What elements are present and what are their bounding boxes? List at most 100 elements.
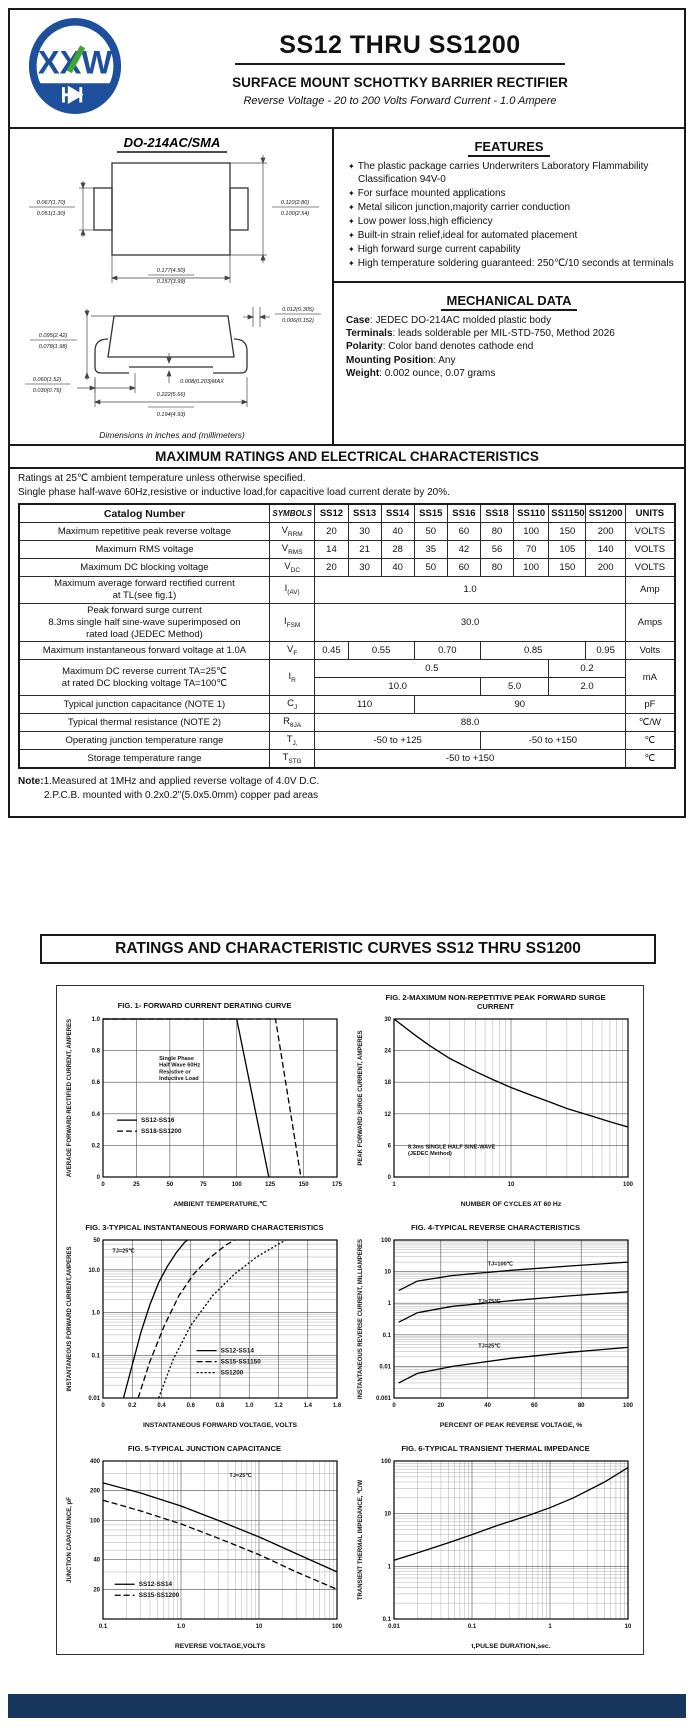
col-ss1150: SS1150 xyxy=(548,503,587,523)
dim-standoff: 0.008(0.203)MAX xyxy=(180,379,224,385)
dim-body-width-mm: 0.157(3.99) xyxy=(157,279,186,285)
cell: -50 to +150 xyxy=(479,731,626,751)
svg-text:0.6: 0.6 xyxy=(186,1403,195,1409)
cell: 0.2 xyxy=(548,659,626,679)
cell: 200 xyxy=(585,558,626,577)
cell: 56 xyxy=(479,540,515,559)
svg-text:0.01: 0.01 xyxy=(379,1365,391,1371)
list-item: ✦ Metal silicon junction,majority carrier… xyxy=(348,202,571,213)
mechanical-heading: MECHANICAL DATA xyxy=(346,293,672,311)
package-drawing-panel: DO-214AC/SMA xyxy=(10,129,332,444)
svg-text:40: 40 xyxy=(93,1558,100,1564)
package-name: DO-214AC/SMA xyxy=(124,135,221,150)
col-ss14: SS14 xyxy=(380,503,415,523)
company-logo: XXW xyxy=(16,18,134,119)
ratings-conditions: Ratings at 25℃ ambient temperature unles… xyxy=(10,469,684,501)
cell: TJ, xyxy=(268,731,316,751)
svg-text:t,PULSE DURATION,sec.: t,PULSE DURATION,sec. xyxy=(471,1643,550,1650)
curves-banner: RATINGS AND CHARACTERISTIC CURVES SS12 T… xyxy=(40,934,656,964)
svg-text:0: 0 xyxy=(101,1182,105,1188)
table-row-vf: Maximum instantaneous forward voltage at… xyxy=(18,641,676,661)
svg-text:0: 0 xyxy=(387,1175,391,1181)
ratings-condition-1: Ratings at 25℃ ambient temperature unles… xyxy=(18,473,306,484)
cell: 20 xyxy=(314,558,349,577)
cell: 90 xyxy=(413,695,626,715)
list-item: ✦ High forward surge current capability xyxy=(348,244,521,255)
dim-foot-len-in: 0.060(1.52) xyxy=(33,377,62,383)
col-ss15: SS15 xyxy=(413,503,448,523)
svg-text:125: 125 xyxy=(265,1182,276,1188)
svg-text:INSTANTANEOUS FORWARD VOLTAGE,: INSTANTANEOUS FORWARD VOLTAGE, VOLTS xyxy=(142,1422,297,1429)
svg-text:10.0: 10.0 xyxy=(88,1268,100,1274)
svg-text:SS12-SS16: SS12-SS16 xyxy=(141,1117,175,1124)
ratings-table: Catalog Number SYMBOLS SS12 SS13 SS14 SS… xyxy=(18,503,676,770)
svg-text:TJ=25℃: TJ=25℃ xyxy=(478,1343,501,1350)
svg-text:(JEDEC Method): (JEDEC Method) xyxy=(408,1152,452,1158)
svg-text:JUNCTION CAPACITANCE, pF: JUNCTION CAPACITANCE, pF xyxy=(67,1497,73,1583)
list-item: ✦ The plastic package carries Underwriter… xyxy=(348,161,649,185)
cell: 35 xyxy=(413,540,448,559)
dim-overall-mm: 0.194(4.93) xyxy=(157,412,186,418)
svg-text:10: 10 xyxy=(255,1624,262,1630)
col-symbols: SYMBOLS xyxy=(268,503,316,523)
cell: 150 xyxy=(548,558,587,577)
cell: Maximum DC blocking voltage xyxy=(18,558,270,577)
ratings-condition-2: Single phase half-wave 60Hz,resistive or… xyxy=(18,486,450,498)
cell: Maximum instantaneous forward voltage at… xyxy=(18,641,270,661)
cell: Peak forward surge current 8.3ms single … xyxy=(18,602,270,643)
svg-text:SS12-SS14: SS12-SS14 xyxy=(138,1582,172,1589)
cell: 80 xyxy=(479,522,515,541)
svg-text:1.4: 1.4 xyxy=(303,1403,312,1409)
header-divider xyxy=(10,127,684,129)
mech-terminals: Terminals: leads solderable per MIL-STD-… xyxy=(346,328,615,340)
fig4-chart: 0 20 40 60 80 100 0.001 0.01 0.1 1 10 100 TJ=100℃ TJ=… xyxy=(358,1238,634,1429)
svg-text:20: 20 xyxy=(437,1403,444,1409)
svg-text:10: 10 xyxy=(384,1512,391,1518)
svg-text:TJ=25℃: TJ=25℃ xyxy=(112,1248,135,1255)
bullet-icon: ✦ xyxy=(348,162,355,171)
svg-text:175: 175 xyxy=(331,1182,342,1188)
list-item: ✦ For surface mounted applications xyxy=(348,188,506,199)
cell: 88.0 xyxy=(314,713,626,733)
cell: 14 xyxy=(314,540,349,559)
svg-text:NUMBER OF CYCLES AT 60 Hz: NUMBER OF CYCLES AT 60 Hz xyxy=(460,1201,561,1208)
fig6-title: FIG. 6-TYPICAL TRANSIENT THERMAL IMPEDAN… xyxy=(401,1443,590,1453)
svg-text:18: 18 xyxy=(384,1081,391,1087)
cell: 30 xyxy=(347,558,382,577)
svg-text:10: 10 xyxy=(384,1270,391,1276)
svg-text:1.0: 1.0 xyxy=(245,1403,254,1409)
fig6-cell: FIG. 6-TYPICAL TRANSIENT THERMAL IMPEDAN… xyxy=(350,1436,641,1651)
svg-text:0: 0 xyxy=(96,1175,100,1181)
svg-text:0.1: 0.1 xyxy=(98,1624,107,1630)
table-header-row: Catalog Number SYMBOLS SS12 SS13 SS14 SS… xyxy=(18,503,676,523)
svg-text:SS15-SS1150: SS15-SS1150 xyxy=(220,1359,261,1366)
cell: CJ xyxy=(268,695,316,715)
svg-text:100: 100 xyxy=(380,1238,391,1244)
svg-text:REVERSE VOLTAGE,VOLTS: REVERSE VOLTAGE,VOLTS xyxy=(174,1643,265,1650)
svg-text:Resistive or: Resistive or xyxy=(159,1069,192,1075)
svg-text:SS15-SS1200: SS15-SS1200 xyxy=(138,1593,179,1600)
col-units: UNITS xyxy=(624,503,676,523)
note-1: 1.Measured at 1MHz and applied reverse v… xyxy=(43,776,320,788)
col-ss12: SS12 xyxy=(314,503,349,523)
subtitle: SURFACE MOUNT SCHOTTKY BARRIER RECTIFIER xyxy=(232,74,568,90)
dim-body-width-in: 0.177(4.50) xyxy=(157,268,186,274)
header: XXW SS12 THRU SS1200 SURFACE MOUNT SCHOT… xyxy=(10,10,684,121)
fig3-cell: FIG. 3-TYPICAL INSTANTANEOUS FORWARD CHA… xyxy=(59,1215,350,1430)
svg-text:100: 100 xyxy=(380,1459,391,1465)
cell: VRRM xyxy=(268,522,316,541)
bullet-icon: ✦ xyxy=(348,203,355,212)
mech-polarity: Polarity: Color band denotes cathode end xyxy=(346,341,534,353)
cell: 30 xyxy=(347,522,382,541)
fig2-title: FIG. 2-MAXIMUM NON-REPETITIVE PEAK FORWA… xyxy=(385,993,606,1011)
tagline: Reverse Voltage - 20 to 200 Volts Forwar… xyxy=(243,94,557,107)
table-row-vdc: Maximum DC blocking voltage VDC 20 30 40 50… xyxy=(18,558,676,577)
svg-text:8.3ms SINGLE HALF SINE-WAVE: 8.3ms SINGLE HALF SINE-WAVE xyxy=(408,1145,496,1151)
cell: 50 xyxy=(413,558,448,577)
cell: Operating junction temperature range xyxy=(18,731,270,751)
cell: Maximum RMS voltage xyxy=(18,540,270,559)
cell: 20 xyxy=(314,522,349,541)
dim-lead-width-in: 0.067(1.70) xyxy=(37,200,66,206)
svg-text:TJ=75℃: TJ=75℃ xyxy=(478,1299,501,1306)
cell: Volts xyxy=(624,641,676,661)
